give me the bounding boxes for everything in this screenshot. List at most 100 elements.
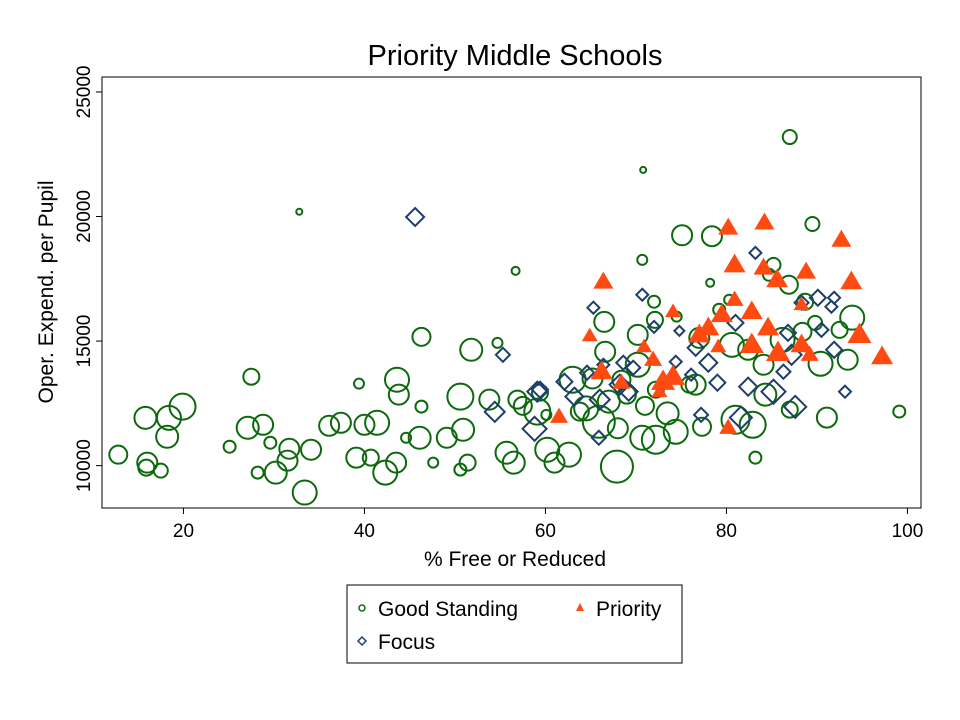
focus-point (614, 354, 632, 372)
good-standing-point (278, 437, 301, 460)
good-standing-point (839, 304, 866, 331)
good-standing-point (705, 277, 716, 288)
priority-point (800, 345, 819, 361)
focus-point (707, 373, 727, 393)
focus-point (697, 352, 719, 374)
good-standing-point (459, 337, 484, 362)
focus-point (525, 380, 549, 404)
focus-point (404, 206, 426, 228)
legend-box (346, 584, 683, 664)
focus-point (563, 386, 585, 408)
focus-point (668, 354, 684, 370)
good-standing-point (136, 451, 159, 474)
focus-point (728, 405, 754, 430)
focus-point (634, 287, 650, 303)
good-standing-point (108, 444, 129, 465)
good-standing-point (892, 404, 907, 419)
good-standing-point (512, 395, 533, 416)
y-axis-label: Oper. Expend. per Pupil (35, 181, 58, 404)
y-tick-label: 20000 (74, 190, 95, 243)
good-standing-point (400, 431, 413, 444)
priority-point (719, 418, 738, 434)
good-standing-point (222, 439, 237, 454)
priority-point (651, 383, 668, 398)
priority-point (550, 407, 569, 423)
good-standing-point (507, 389, 528, 410)
x-axis-label: % Free or Reduced (424, 548, 606, 571)
good-standing-point (414, 399, 429, 414)
chart-title: Priority Middle Schools (368, 40, 663, 72)
good-standing-point (752, 353, 775, 376)
good-standing-point (345, 446, 368, 469)
good-standing-point (691, 416, 712, 437)
good-standing-point (446, 382, 475, 411)
priority-point (644, 350, 663, 366)
priority-point (661, 364, 686, 385)
good-standing-point (569, 401, 590, 422)
good-standing-point (748, 450, 763, 465)
focus-point (588, 388, 612, 412)
focus-point (555, 372, 574, 392)
legend-triangle-icon (576, 603, 584, 611)
good-standing-point (671, 224, 694, 247)
good-standing-point (152, 462, 169, 479)
priority-point (790, 333, 813, 353)
good-standing-point (636, 253, 649, 266)
good-standing-point (155, 424, 180, 449)
good-standing-point (252, 413, 275, 436)
good-standing-point (807, 350, 834, 377)
good-standing-point (645, 310, 664, 329)
good-standing-point (300, 438, 323, 461)
good-standing-point (543, 451, 566, 474)
x-tick-label: 20 (173, 521, 194, 542)
focus-point (686, 338, 706, 358)
focus-point (760, 378, 787, 406)
good-standing-point (510, 265, 521, 276)
focus-point (692, 406, 710, 424)
good-standing-point (599, 449, 634, 484)
y-tick-label: 15000 (74, 315, 95, 368)
priority-point (723, 253, 746, 273)
priority-point (793, 296, 810, 311)
focus-point (483, 400, 507, 424)
focus-point (578, 364, 596, 382)
good-standing-point (361, 448, 380, 467)
good-standing-point (478, 388, 501, 411)
x-tick-label: 100 (892, 521, 924, 542)
priority-point (796, 261, 817, 279)
focus-point (672, 324, 686, 338)
good-standing-point (385, 451, 408, 474)
good-standing-point (168, 392, 197, 421)
good-standing-point (276, 449, 299, 472)
legend: Good Standing Priority Focus (346, 584, 683, 664)
y-tick-label: 25000 (74, 66, 95, 119)
priority-point (665, 303, 682, 318)
good-standing-point (639, 165, 648, 174)
good-standing-point (451, 417, 476, 442)
good-standing-point (634, 395, 655, 416)
good-standing-point (329, 411, 352, 434)
legend-good-standing: Good Standing (378, 598, 518, 621)
good-standing-point (411, 326, 432, 347)
good-standing-point (781, 129, 798, 146)
good-standing-point (384, 366, 411, 393)
good-standing-point (815, 406, 838, 429)
priority-point (766, 268, 789, 288)
focus-point (813, 321, 830, 339)
data-marks (108, 129, 907, 506)
focus-point (494, 346, 512, 364)
priority-point (581, 327, 598, 342)
focus-point (521, 415, 548, 443)
good-standing-point (647, 294, 662, 309)
good-standing-point (318, 414, 341, 437)
priority-point (757, 316, 780, 336)
good-standing-point (235, 415, 260, 440)
legend-focus: Focus (378, 631, 435, 654)
good-standing-point (523, 397, 552, 426)
good-standing-point (836, 348, 859, 371)
legend-diamond-icon (356, 635, 368, 647)
priority-point (590, 360, 613, 380)
y-tick-label: 10000 (74, 439, 95, 492)
good-standing-point (626, 323, 649, 346)
